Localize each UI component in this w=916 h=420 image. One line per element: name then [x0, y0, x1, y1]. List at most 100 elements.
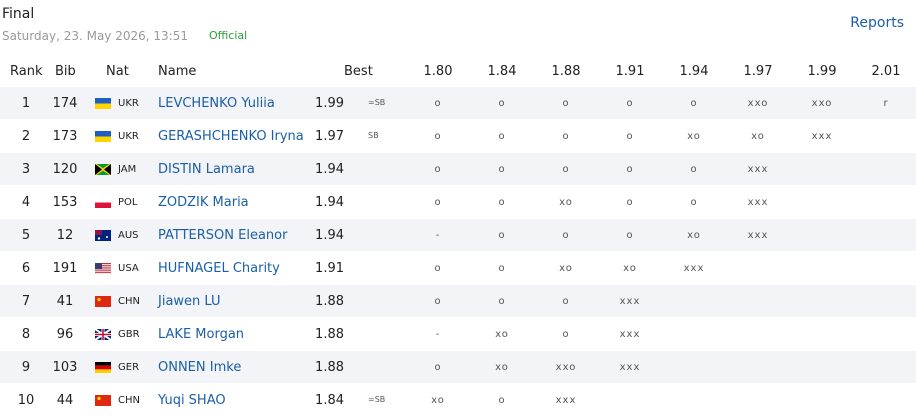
- column-header: Rank: [10, 64, 43, 79]
- rank: 9: [21, 360, 31, 375]
- attempt: o: [498, 230, 506, 241]
- nat-code: CHN: [118, 395, 140, 406]
- athlete-name[interactable]: DISTIN Lamara: [158, 162, 255, 177]
- athlete-name[interactable]: PATTERSON Eleanor: [158, 228, 288, 243]
- height-header: 1.94: [679, 64, 709, 79]
- rank: 6: [21, 261, 31, 276]
- attempt: xo: [623, 263, 637, 274]
- attempt: xo: [751, 131, 765, 142]
- result-row: 3 120 JAM DISTIN Lamara 1.94 o o o o o xxx: [0, 153, 916, 185]
- attempt: o: [562, 329, 570, 340]
- attempt: o: [498, 131, 506, 142]
- attempt: o: [562, 98, 570, 109]
- height-header: 1.91: [615, 64, 645, 79]
- nat-code: GER: [118, 362, 140, 373]
- attempt: o: [626, 230, 634, 241]
- height-header: 2.01: [871, 64, 901, 79]
- result-row: 2 173 UKR GERASHCHENKO Iryna 1.97 SB o o o o xo xo x…: [0, 120, 916, 152]
- athlete-name[interactable]: LEVCHENKO Yuliia: [158, 96, 275, 111]
- attempt: xxx: [811, 131, 833, 142]
- athlete-name[interactable]: LAKE Morgan: [158, 327, 245, 342]
- athlete-name[interactable]: ONNEN Imke: [158, 360, 242, 375]
- flag: [95, 98, 111, 109]
- nat-code: UKR: [118, 98, 139, 109]
- column-header: Bib: [55, 64, 76, 79]
- best: 1.99: [315, 96, 344, 111]
- result-row: 8 96 GBR LAKE Morgan 1.88 - xo o xxx: [0, 318, 916, 350]
- rank: 5: [21, 228, 31, 243]
- attempt: r: [883, 98, 889, 109]
- attempt: o: [690, 164, 698, 175]
- bib: 12: [56, 228, 74, 243]
- attempt: xxo: [811, 98, 833, 109]
- attempt: xxx: [619, 329, 641, 340]
- attempt: xo: [559, 263, 573, 274]
- attempt: o: [498, 296, 506, 307]
- attempt: o: [562, 131, 570, 142]
- bib: 103: [52, 360, 78, 375]
- attempt: xxx: [683, 263, 705, 274]
- bib: 44: [56, 393, 74, 408]
- height-header: 1.84: [487, 64, 517, 79]
- attempt: xxx: [555, 395, 577, 406]
- bib: 96: [56, 327, 74, 342]
- attempt: xo: [495, 329, 509, 340]
- athlete-name[interactable]: Jiawen LU: [158, 294, 221, 309]
- attempt: o: [498, 164, 506, 175]
- attempt: o: [562, 296, 570, 307]
- attempt: xxx: [619, 362, 641, 373]
- attempt: o: [626, 164, 634, 175]
- attempt: o: [434, 296, 442, 307]
- height-header: 1.97: [743, 64, 773, 79]
- attempt: o: [498, 197, 506, 208]
- rank: 2: [21, 129, 31, 144]
- reports-link[interactable]: Reports: [850, 15, 904, 31]
- best: 1.84: [315, 393, 344, 408]
- attempt: xxo: [555, 362, 577, 373]
- attempt: xxx: [747, 230, 769, 241]
- height-header: 1.88: [551, 64, 581, 79]
- event-title: Final: [2, 6, 35, 22]
- nat-code: AUS: [118, 230, 139, 241]
- result-row: 9 103 GER ONNEN Imke 1.88 o xo xxo xxx: [0, 351, 916, 383]
- athlete-name[interactable]: ZODZIK Maria: [158, 195, 249, 210]
- flag: [95, 362, 111, 373]
- athlete-name[interactable]: HUFNAGEL Charity: [158, 261, 280, 276]
- attempt: o: [498, 395, 506, 406]
- best: 1.97: [315, 129, 344, 144]
- nat-code: JAM: [118, 164, 137, 175]
- flag: [95, 197, 111, 208]
- attempt: xxo: [747, 98, 769, 109]
- attempt: o: [434, 164, 442, 175]
- attempt: xo: [687, 131, 701, 142]
- datetime: Saturday, 23. May 2026, 13:51: [2, 29, 188, 43]
- attempt: o: [498, 263, 506, 274]
- rank: 1: [21, 96, 31, 111]
- note: =SB: [368, 395, 386, 404]
- flag: [95, 296, 111, 307]
- bib: 41: [56, 294, 74, 309]
- rank: 7: [21, 294, 31, 309]
- attempt: o: [434, 131, 442, 142]
- flag: [95, 395, 111, 406]
- attempt: xo: [559, 197, 573, 208]
- best: 1.88: [315, 360, 344, 375]
- attempt: o: [498, 98, 506, 109]
- note: =SB: [368, 98, 386, 107]
- attempt: xo: [431, 395, 445, 406]
- result-row: 5 12 AUS PATTERSON Eleanor 1.94 - o o o xo xxx: [0, 219, 916, 251]
- rank: 4: [21, 195, 31, 210]
- best: 1.94: [315, 162, 344, 177]
- result-row: 1 174 UKR LEVCHENKO Yuliia 1.99 =SB o o o o o xxo xx…: [0, 87, 916, 119]
- attempt: o: [434, 197, 442, 208]
- nat-code: CHN: [118, 296, 140, 307]
- result-row: 4 153 POL ZODZIK Maria 1.94 o o xo o o xxx: [0, 186, 916, 218]
- athlete-name[interactable]: Yuqi SHAO: [158, 393, 226, 408]
- attempt: o: [434, 362, 442, 373]
- attempt: o: [626, 98, 634, 109]
- athlete-name[interactable]: GERASHCHENKO Iryna: [158, 129, 304, 144]
- best: 1.94: [315, 228, 344, 243]
- column-header: Name: [158, 64, 197, 79]
- best: 1.88: [315, 294, 344, 309]
